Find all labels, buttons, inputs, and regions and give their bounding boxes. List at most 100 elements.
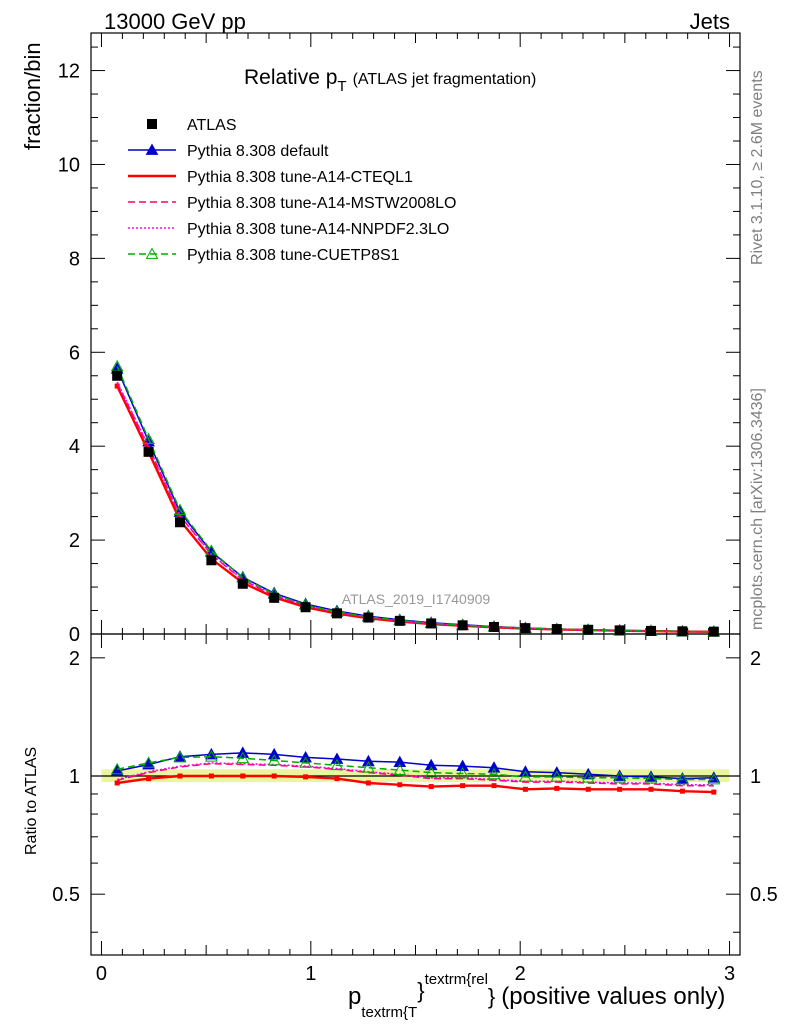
y-tick-label: 2 [69, 530, 80, 552]
series-marker [173, 750, 187, 763]
ratio-tick-label: 0.5 [52, 884, 80, 906]
title-sub: T [337, 78, 346, 95]
data-point [269, 592, 280, 603]
series-line [117, 774, 714, 794]
series-marker [240, 773, 246, 779]
series-ratio-2 [117, 762, 714, 787]
title-main: Relative p [244, 66, 337, 89]
series-marker [491, 783, 497, 789]
series-marker [648, 786, 654, 792]
series-marker [424, 766, 438, 778]
data-point [394, 615, 405, 626]
series-marker [519, 770, 532, 782]
series-marker [707, 772, 721, 785]
series-marker [142, 756, 155, 768]
data-point [520, 623, 531, 634]
series-marker [456, 759, 469, 771]
series-marker [205, 750, 218, 762]
series-marker [644, 772, 658, 784]
series-ratio-4 [110, 750, 721, 785]
series-marker [617, 786, 623, 792]
series-marker [142, 757, 155, 770]
series-marker [334, 776, 340, 782]
series-marker [393, 763, 407, 776]
data-point [206, 555, 217, 566]
series-marker [142, 432, 155, 445]
series-marker [362, 761, 375, 773]
data-point [677, 626, 688, 637]
data-point [237, 578, 248, 589]
legend-label: Pythia 8.308 tune-CUETP8S1 [187, 247, 400, 264]
series-marker [145, 247, 159, 259]
xlabel-p: p [348, 983, 361, 1010]
ratio-tick-label: 1 [69, 766, 80, 788]
series-marker [303, 774, 309, 780]
data-point [457, 620, 468, 631]
data-point [646, 625, 657, 636]
xlabel-sub: textrm{T [361, 1004, 417, 1021]
x-tick-label: 3 [724, 963, 735, 985]
xlabel-brace2: } [488, 984, 495, 1009]
data-point [583, 624, 594, 635]
data-point [363, 612, 374, 623]
legend-label: ATLAS [187, 117, 237, 134]
series-marker [208, 773, 214, 779]
series-marker [177, 773, 183, 779]
ratio-tick-label-right: 1 [750, 766, 761, 788]
series-marker [424, 758, 438, 771]
series-line [117, 762, 714, 786]
series-line [117, 755, 714, 781]
y-tick-label: 6 [69, 342, 80, 364]
y-tick-label: 12 [58, 61, 80, 83]
data-point [300, 602, 311, 613]
series-marker [110, 764, 124, 776]
series-marker [145, 143, 159, 155]
series-marker [271, 773, 277, 779]
series-marker [299, 756, 312, 768]
legend-label: Pythia 8.308 tune-A14-CTEQL1 [187, 169, 413, 186]
series-marker [397, 782, 403, 788]
ratio-tick-label: 2 [69, 648, 80, 670]
analysis-watermark: ATLAS_2019_I1740909 [342, 591, 491, 607]
data-point [489, 621, 500, 632]
y-tick-label: 0 [69, 624, 80, 646]
data-point [331, 608, 342, 619]
ratio-frame [90, 633, 741, 956]
series-marker [581, 771, 595, 783]
data-points [112, 370, 719, 637]
series-layer [110, 359, 721, 795]
series-line [117, 762, 714, 787]
y-tick-label: 8 [69, 248, 80, 270]
series-marker [428, 784, 434, 790]
legend: ATLAS Pythia 8.308 default Pythia 8.308 tu… [128, 117, 456, 264]
ratio-y-axis-label: Ratio to ATLAS [23, 747, 40, 855]
data-point [426, 618, 437, 629]
series-line [117, 752, 714, 780]
y-tick-label: 10 [58, 154, 80, 176]
series-marker [393, 755, 407, 767]
series-marker [522, 786, 528, 792]
xlabel-sup: textrm{rel [425, 971, 488, 988]
series-ratio-1 [114, 773, 717, 795]
series-marker [711, 789, 717, 795]
series-marker [487, 767, 501, 780]
series-marker [679, 788, 685, 794]
series-ratio-3 [117, 762, 714, 786]
title-paren: (ATLAS jet fragmentation) [353, 71, 537, 88]
series-marker [676, 772, 689, 785]
legend-marker-atlas [147, 119, 157, 129]
chart-title: Relative pT (ATLAS jet fragmentation) [244, 66, 536, 95]
x-tick-label: 0 [96, 963, 107, 985]
series-marker [114, 780, 120, 786]
data-point [551, 624, 562, 635]
x-tick-label: 2 [515, 963, 526, 985]
series-marker [613, 771, 626, 783]
series-marker [110, 762, 124, 775]
xlabel-tail: (positive values only) [501, 983, 725, 1010]
series-marker [554, 785, 560, 791]
process-label: Jets [690, 9, 730, 34]
data-point [174, 517, 185, 528]
energy-label: 13000 GeV pp [104, 9, 246, 34]
